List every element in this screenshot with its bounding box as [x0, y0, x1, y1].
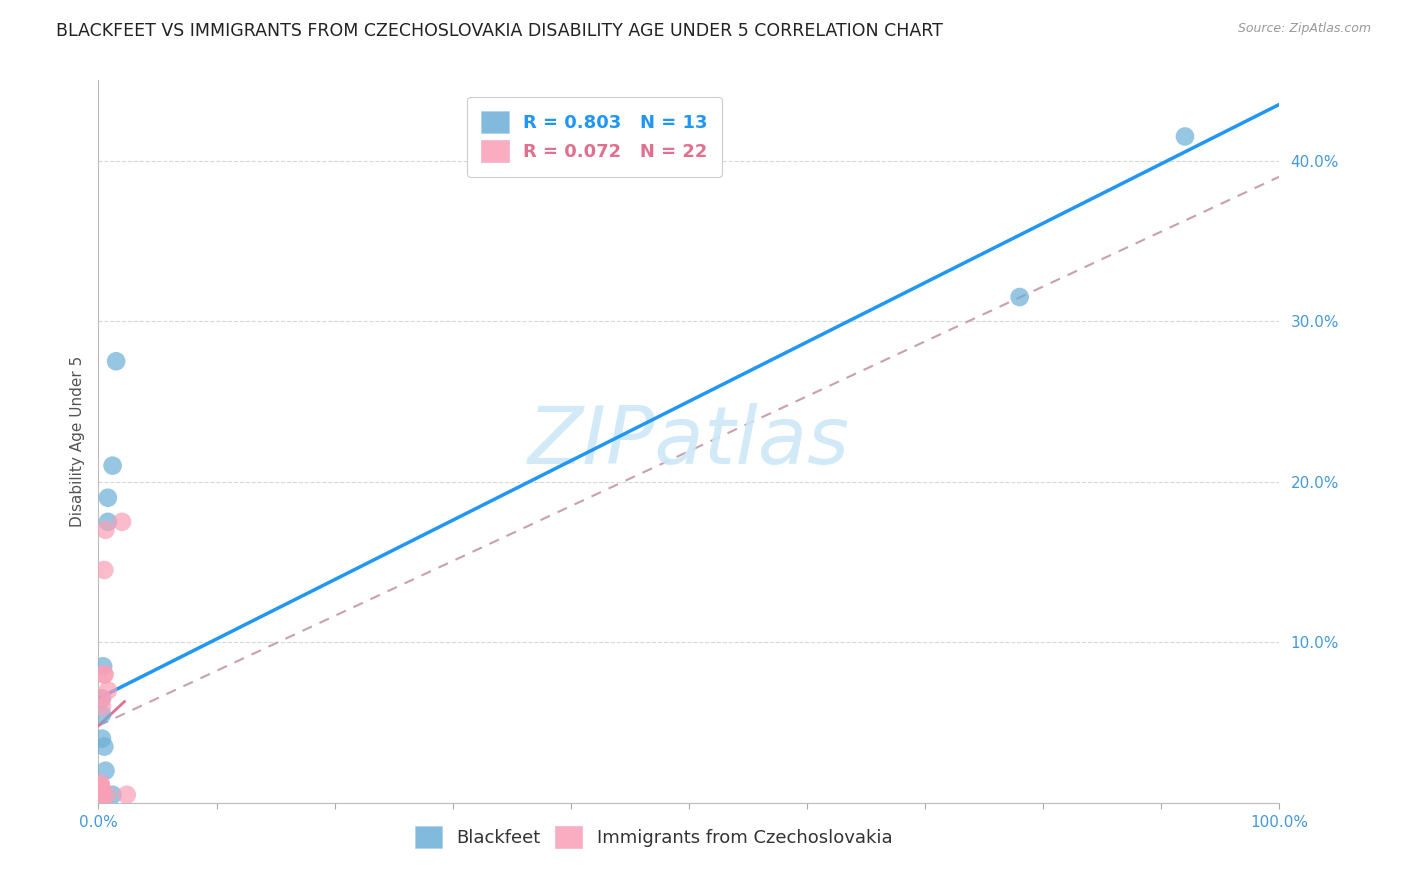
Point [97, 491, 120, 505]
Point [91, 691, 114, 706]
Point [90, 796, 112, 810]
Point [97, 683, 120, 698]
Point [91, 691, 114, 706]
Text: Source: ZipAtlas.com: Source: ZipAtlas.com [1237, 22, 1371, 36]
Point [97, 515, 120, 529]
Point [91, 699, 114, 714]
Point [93, 667, 115, 681]
Point [90, 788, 112, 802]
Point [91, 659, 114, 673]
Legend: Blackfeet, Immigrants from Czechoslovakia: Blackfeet, Immigrants from Czechoslovaki… [408, 819, 900, 855]
Point [93, 667, 115, 681]
Point [91, 731, 114, 746]
Text: BLACKFEET VS IMMIGRANTS FROM CZECHOSLOVAKIA DISABILITY AGE UNDER 5 CORRELATION C: BLACKFEET VS IMMIGRANTS FROM CZECHOSLOVA… [56, 22, 943, 40]
Point [90, 788, 112, 802]
Point [115, 788, 138, 802]
Point [90, 780, 112, 794]
Point [94, 764, 117, 778]
Point [91, 788, 114, 802]
Point [1174, 129, 1197, 144]
Point [1008, 290, 1031, 304]
Point [96, 788, 118, 802]
Point [111, 515, 134, 529]
Point [101, 788, 124, 802]
Point [91, 796, 114, 810]
Point [90, 796, 112, 810]
Point [94, 523, 117, 537]
Point [90, 796, 112, 810]
Point [90, 783, 112, 797]
Point [105, 354, 128, 368]
Point [93, 739, 115, 754]
Point [90, 780, 112, 794]
Point [101, 458, 124, 473]
Point [90, 796, 112, 810]
Point [90, 776, 112, 790]
Point [93, 563, 115, 577]
Y-axis label: Disability Age Under 5: Disability Age Under 5 [69, 356, 84, 527]
Text: ZIPatlas: ZIPatlas [527, 402, 851, 481]
Point [91, 707, 114, 722]
